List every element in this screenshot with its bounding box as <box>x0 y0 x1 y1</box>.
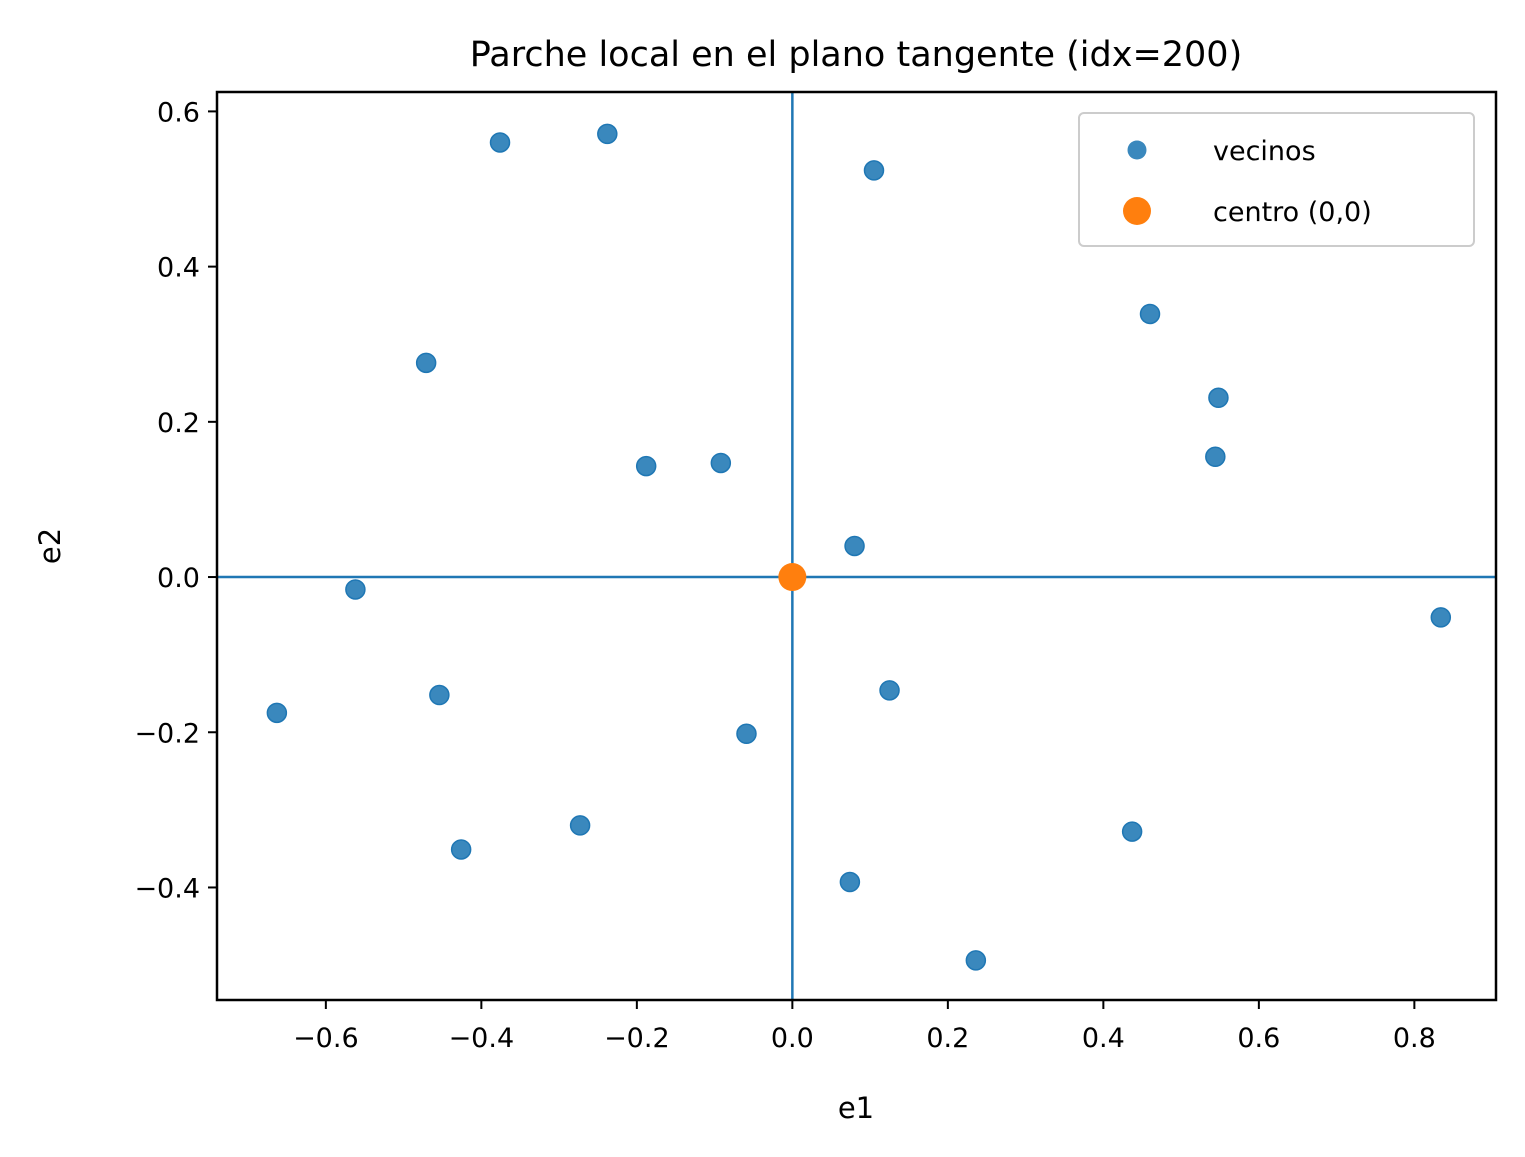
x-tick-label: 0.2 <box>926 1023 969 1054</box>
plot-area <box>215 90 1498 1002</box>
y-tick-label: −0.4 <box>134 873 200 904</box>
neighbor-point <box>266 702 288 724</box>
neighbor-point <box>1208 387 1229 409</box>
y-tick-label: 0.4 <box>157 253 200 284</box>
legend-marker <box>1123 197 1151 225</box>
neighbor-point <box>1121 821 1143 842</box>
neighbor-point <box>844 535 865 557</box>
neighbor-point <box>736 723 757 745</box>
chart-title: Parche local en el plano tangente (idx=2… <box>470 35 1242 75</box>
neighbor-point <box>965 950 987 971</box>
x-tick-label: −0.6 <box>293 1023 359 1054</box>
neighbor-point <box>415 352 437 374</box>
x-tick-label: −0.2 <box>604 1023 670 1054</box>
neighbor-point <box>635 455 657 477</box>
neighbor-point <box>345 579 366 600</box>
y-axis-ticks: −0.4 −0.2 0.0 0.2 0.4 0.6 <box>134 97 217 904</box>
y-tick-label: 0.0 <box>157 563 200 594</box>
legend-label: centro (0,0) <box>1213 197 1372 228</box>
x-tick-label: −0.4 <box>449 1023 515 1054</box>
x-axis-ticks: −0.6 −0.4 −0.2 0.0 0.2 0.4 0.6 0.8 <box>293 1000 1436 1054</box>
neighbor-point <box>863 160 885 181</box>
legend-marker <box>1127 140 1147 160</box>
neighbor-point <box>1205 446 1226 468</box>
neighbor-point <box>879 680 900 701</box>
axes-frame <box>215 90 1498 1002</box>
neighbor-point <box>1430 607 1452 628</box>
x-tick-label: 0.6 <box>1237 1023 1280 1054</box>
x-axis-label: e1 <box>838 1091 874 1125</box>
y-tick-label: 0.2 <box>157 408 200 439</box>
neighbor-point <box>450 839 472 860</box>
neighbor-point <box>839 871 861 893</box>
neighbor-point <box>1139 303 1161 325</box>
legend: vecinos centro (0,0) <box>1078 112 1475 247</box>
y-axis-label: e2 <box>33 528 67 564</box>
center-point <box>778 563 807 592</box>
y-tick-label: −0.2 <box>134 718 200 749</box>
x-tick-label: 0.4 <box>1082 1023 1125 1054</box>
legend-label: vecinos <box>1213 136 1316 167</box>
y-tick-label: 0.6 <box>157 97 200 128</box>
neighbor-point <box>710 452 732 474</box>
neighbor-point <box>569 815 591 836</box>
x-tick-label: 0.8 <box>1393 1023 1436 1054</box>
neighbor-point <box>489 132 511 153</box>
x-tick-label: 0.0 <box>771 1023 814 1054</box>
neighbor-point <box>597 123 618 145</box>
legend-box <box>1078 112 1475 247</box>
neighbor-point <box>429 684 450 706</box>
